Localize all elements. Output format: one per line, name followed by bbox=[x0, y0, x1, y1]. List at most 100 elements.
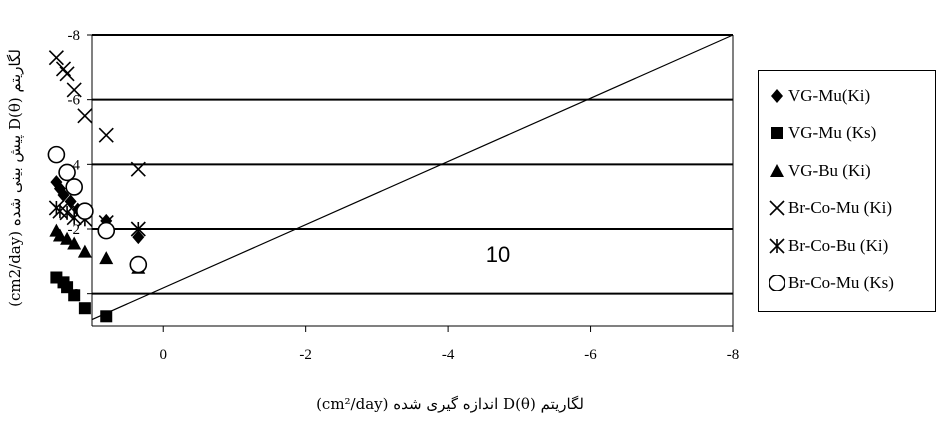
legend-item: VG-Mu (Ks) bbox=[769, 115, 935, 153]
data-point bbox=[49, 223, 64, 237]
x-tick-label: -6 bbox=[584, 347, 597, 363]
legend-label: VG-Mu(Ki) bbox=[788, 85, 871, 105]
legend: VG-Mu(Ki) VG-Mu (Ks) VG-Bu (Ki) Br-Co-Mu (K… bbox=[758, 70, 936, 312]
reference-line-segment bbox=[91, 34, 734, 321]
square-marker bbox=[100, 310, 113, 323]
legend-marker-shape bbox=[771, 127, 783, 140]
data-point bbox=[65, 178, 83, 196]
legend-item: VG-Bu (Ki) bbox=[769, 152, 935, 190]
data-point bbox=[64, 194, 77, 209]
legend-label: Br-Co-Mu (Ki) bbox=[788, 198, 893, 218]
chart-annotation: 10 bbox=[486, 242, 510, 267]
x-marker-stroke bbox=[98, 127, 114, 143]
legend-label: VG-Mu (Ks) bbox=[788, 123, 877, 143]
data-point bbox=[76, 202, 94, 221]
legend-marker bbox=[770, 163, 784, 177]
circle-marker bbox=[97, 221, 116, 240]
data-point bbox=[130, 221, 146, 237]
legend-marker-shape bbox=[769, 275, 785, 292]
data-point bbox=[53, 181, 66, 196]
legend-item: VG-Mu(Ki) bbox=[769, 77, 935, 115]
x-axis-label: لگاریتم D(θ) اندازه گیری شده (cm²/day) bbox=[316, 395, 584, 413]
diamond-marker bbox=[132, 230, 145, 245]
x-tick-label: 0 bbox=[159, 347, 167, 363]
axes bbox=[87, 34, 734, 332]
data-point bbox=[48, 50, 64, 66]
data-point bbox=[100, 310, 113, 323]
data-point bbox=[58, 163, 76, 182]
x-marker-stroke bbox=[59, 66, 75, 82]
grid-lines bbox=[92, 34, 733, 295]
x-tick-label: -8 bbox=[727, 347, 740, 363]
data-point bbox=[57, 276, 70, 289]
square-marker bbox=[57, 276, 70, 289]
data-point bbox=[57, 188, 70, 203]
data-point bbox=[129, 255, 148, 274]
triangle-marker bbox=[770, 163, 784, 177]
circle-marker bbox=[65, 178, 83, 196]
diamond-marker bbox=[53, 181, 66, 196]
y-tick-label: -8 bbox=[68, 28, 81, 44]
legend-marker bbox=[771, 88, 783, 103]
data-point bbox=[66, 82, 82, 98]
x-marker-stroke bbox=[55, 61, 72, 77]
legend-marker bbox=[769, 238, 785, 254]
data-point bbox=[47, 145, 66, 164]
x-marker-stroke bbox=[77, 108, 93, 124]
legend-marker-shape bbox=[769, 200, 785, 216]
x-marker-stroke bbox=[130, 161, 146, 177]
data-point bbox=[59, 66, 75, 82]
x-marker-stroke bbox=[769, 200, 785, 216]
square-marker bbox=[771, 127, 783, 140]
legend-marker bbox=[771, 127, 783, 140]
data-point bbox=[77, 108, 93, 124]
triangle-marker bbox=[99, 251, 114, 265]
x-tick-label: -2 bbox=[299, 347, 312, 363]
x-tick-label: -4 bbox=[442, 347, 455, 363]
data-point bbox=[97, 221, 116, 240]
data-point bbox=[50, 175, 63, 190]
data-point bbox=[99, 251, 114, 265]
legend-marker bbox=[769, 275, 785, 292]
diamond-marker bbox=[64, 194, 77, 209]
data-point bbox=[55, 61, 72, 77]
square-marker bbox=[50, 271, 63, 284]
circle-marker bbox=[769, 275, 785, 292]
legend-label: Br-Co-Bu (Ki) bbox=[788, 235, 889, 255]
tick-labels: 0-2-4-6-80-2-4-6-8 bbox=[68, 28, 740, 363]
legend-item: Br-Co-Mu (Ks) bbox=[769, 265, 935, 303]
circle-marker bbox=[58, 163, 76, 182]
circle-marker bbox=[47, 145, 66, 164]
legend-marker-shape bbox=[770, 163, 784, 177]
data-point bbox=[77, 244, 92, 258]
data-point bbox=[130, 161, 146, 177]
reference-line bbox=[91, 34, 734, 321]
data-point bbox=[67, 236, 82, 250]
data-points bbox=[47, 50, 148, 323]
diamond-marker bbox=[57, 188, 70, 203]
legend-item: Br-Co-Mu (Ki) bbox=[769, 190, 935, 228]
data-point bbox=[98, 127, 114, 143]
legend-label: Br-Co-Mu (Ks) bbox=[788, 273, 894, 293]
legend-label: VG-Bu (Ki) bbox=[788, 160, 871, 180]
y-axis-label: لگاریتم D(θ) پیش بینی شده (cm2/day) bbox=[6, 49, 24, 307]
x-marker-stroke bbox=[48, 50, 64, 66]
triangle-marker bbox=[67, 236, 82, 250]
y-tick-label: -2 bbox=[68, 222, 81, 238]
circle-marker bbox=[76, 202, 94, 221]
diamond-marker bbox=[771, 88, 783, 103]
x-marker-stroke bbox=[66, 82, 82, 98]
circle-marker bbox=[129, 255, 148, 274]
legend-marker-shape bbox=[769, 238, 785, 254]
data-point bbox=[132, 230, 145, 245]
data-point bbox=[50, 271, 63, 284]
y-tick-label: -6 bbox=[68, 93, 81, 109]
triangle-marker bbox=[77, 244, 92, 258]
legend-item: Br-Co-Bu (Ki) bbox=[769, 227, 935, 265]
legend-marker-shape bbox=[771, 88, 783, 103]
data-point bbox=[48, 200, 64, 216]
triangle-marker bbox=[49, 223, 64, 237]
diamond-marker bbox=[50, 175, 63, 190]
data-point bbox=[78, 302, 91, 315]
